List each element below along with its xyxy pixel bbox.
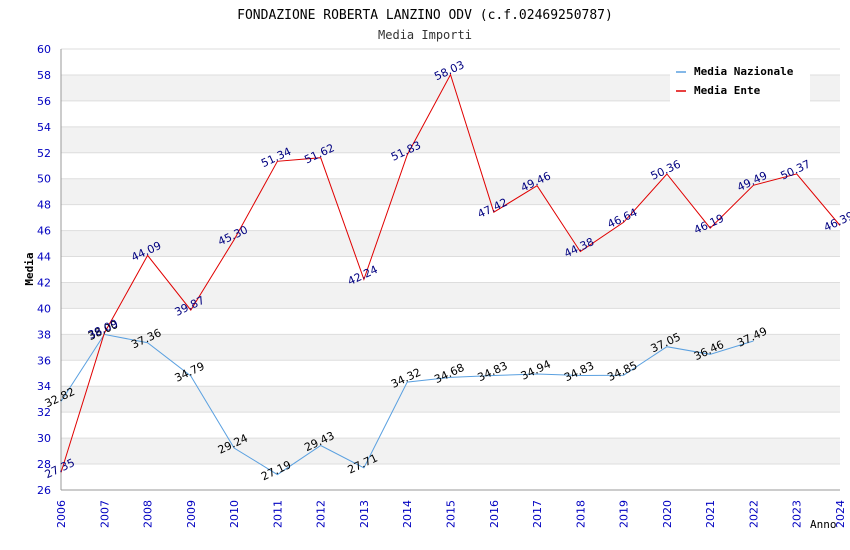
data-label: 34.85 [605,359,639,384]
x-tick-label: 2023 [791,500,804,528]
y-tick-label: 42 [37,276,51,289]
legend-label-media-nazionale: Media Nazionale [694,65,794,78]
y-tick-label: 38 [37,328,51,341]
series-line-media-ente [60,73,841,473]
data-label: 34.79 [173,360,207,385]
x-tick-label: 2014 [401,500,414,528]
grid-band [61,386,840,413]
y-tick-label: 56 [37,95,51,108]
chart-title: FONDAZIONE ROBERTA LANZINO ODV (c.f.0246… [237,8,613,23]
grid-band [61,230,840,257]
x-tick-label: 2008 [142,500,155,528]
legend-label-media-ente: Media Ente [694,84,761,97]
y-tick-label: 54 [37,121,51,134]
y-tick-label: 60 [37,43,51,56]
x-tick-label: 2022 [747,500,760,528]
grid-band [61,126,840,153]
y-tick-label: 30 [37,432,51,445]
series-line-media-nazionale [60,333,754,476]
x-tick-label: 2007 [98,500,111,528]
x-tick-label: 2021 [704,500,717,528]
y-tick-label: 26 [37,484,51,497]
x-tick-label: 2018 [574,500,587,528]
x-tick-label: 2019 [618,500,631,528]
x-axis-label: Anno [810,518,837,531]
data-label: 34.94 [519,358,553,383]
y-tick-labels: 26 28 30 32 34 36 38 40 42 44 46 48 50 52 54 56 58 60 [37,43,51,497]
x-tick-label: 2017 [531,500,544,528]
grid-band [61,178,840,205]
y-tick-label: 40 [37,302,51,315]
y-tick-label: 34 [37,380,51,393]
grid-bands [61,74,840,465]
data-label: 34.83 [476,359,510,384]
x-tick-label: 2010 [228,500,241,528]
data-label: 46.64 [605,206,639,231]
y-tick-label: 48 [37,199,51,212]
x-tick-label: 2016 [488,500,501,528]
y-tick-label: 52 [37,147,51,160]
x-tick-label: 2006 [55,500,68,528]
data-label: 34.68 [432,361,466,386]
x-tick-label: 2012 [315,500,328,528]
x-tick-label: 2024 [834,500,847,528]
grid-band [61,334,840,361]
axes [60,49,840,491]
x-tick-label: 2020 [661,500,674,528]
y-tick-label: 58 [37,69,51,82]
grid-band [61,282,840,309]
grid-band [61,438,840,465]
y-tick-label: 36 [37,354,51,367]
y-tick-label: 44 [37,251,51,264]
chart-subtitle: Media Importi [378,28,472,42]
x-tick-label: 2009 [185,500,198,528]
legend-background [670,62,810,102]
x-tick-labels: 2006 2007 2008 2009 2010 2011 2012 2013 2014 2015… [55,500,847,528]
data-label: 34.83 [562,359,596,384]
gridlines [61,48,840,491]
legend: Media Nazionale Media Ente [670,62,810,102]
y-tick-label: 50 [37,173,51,186]
y-tick-label: 32 [37,406,51,419]
x-tick-label: 2013 [358,500,371,528]
y-tick-label: 28 [37,458,51,471]
x-tick-label: 2015 [445,500,458,528]
y-axis-label: Media [23,252,36,285]
y-tick-label: 46 [37,225,51,238]
x-tick-label: 2011 [271,500,284,528]
series-lines [60,73,841,476]
